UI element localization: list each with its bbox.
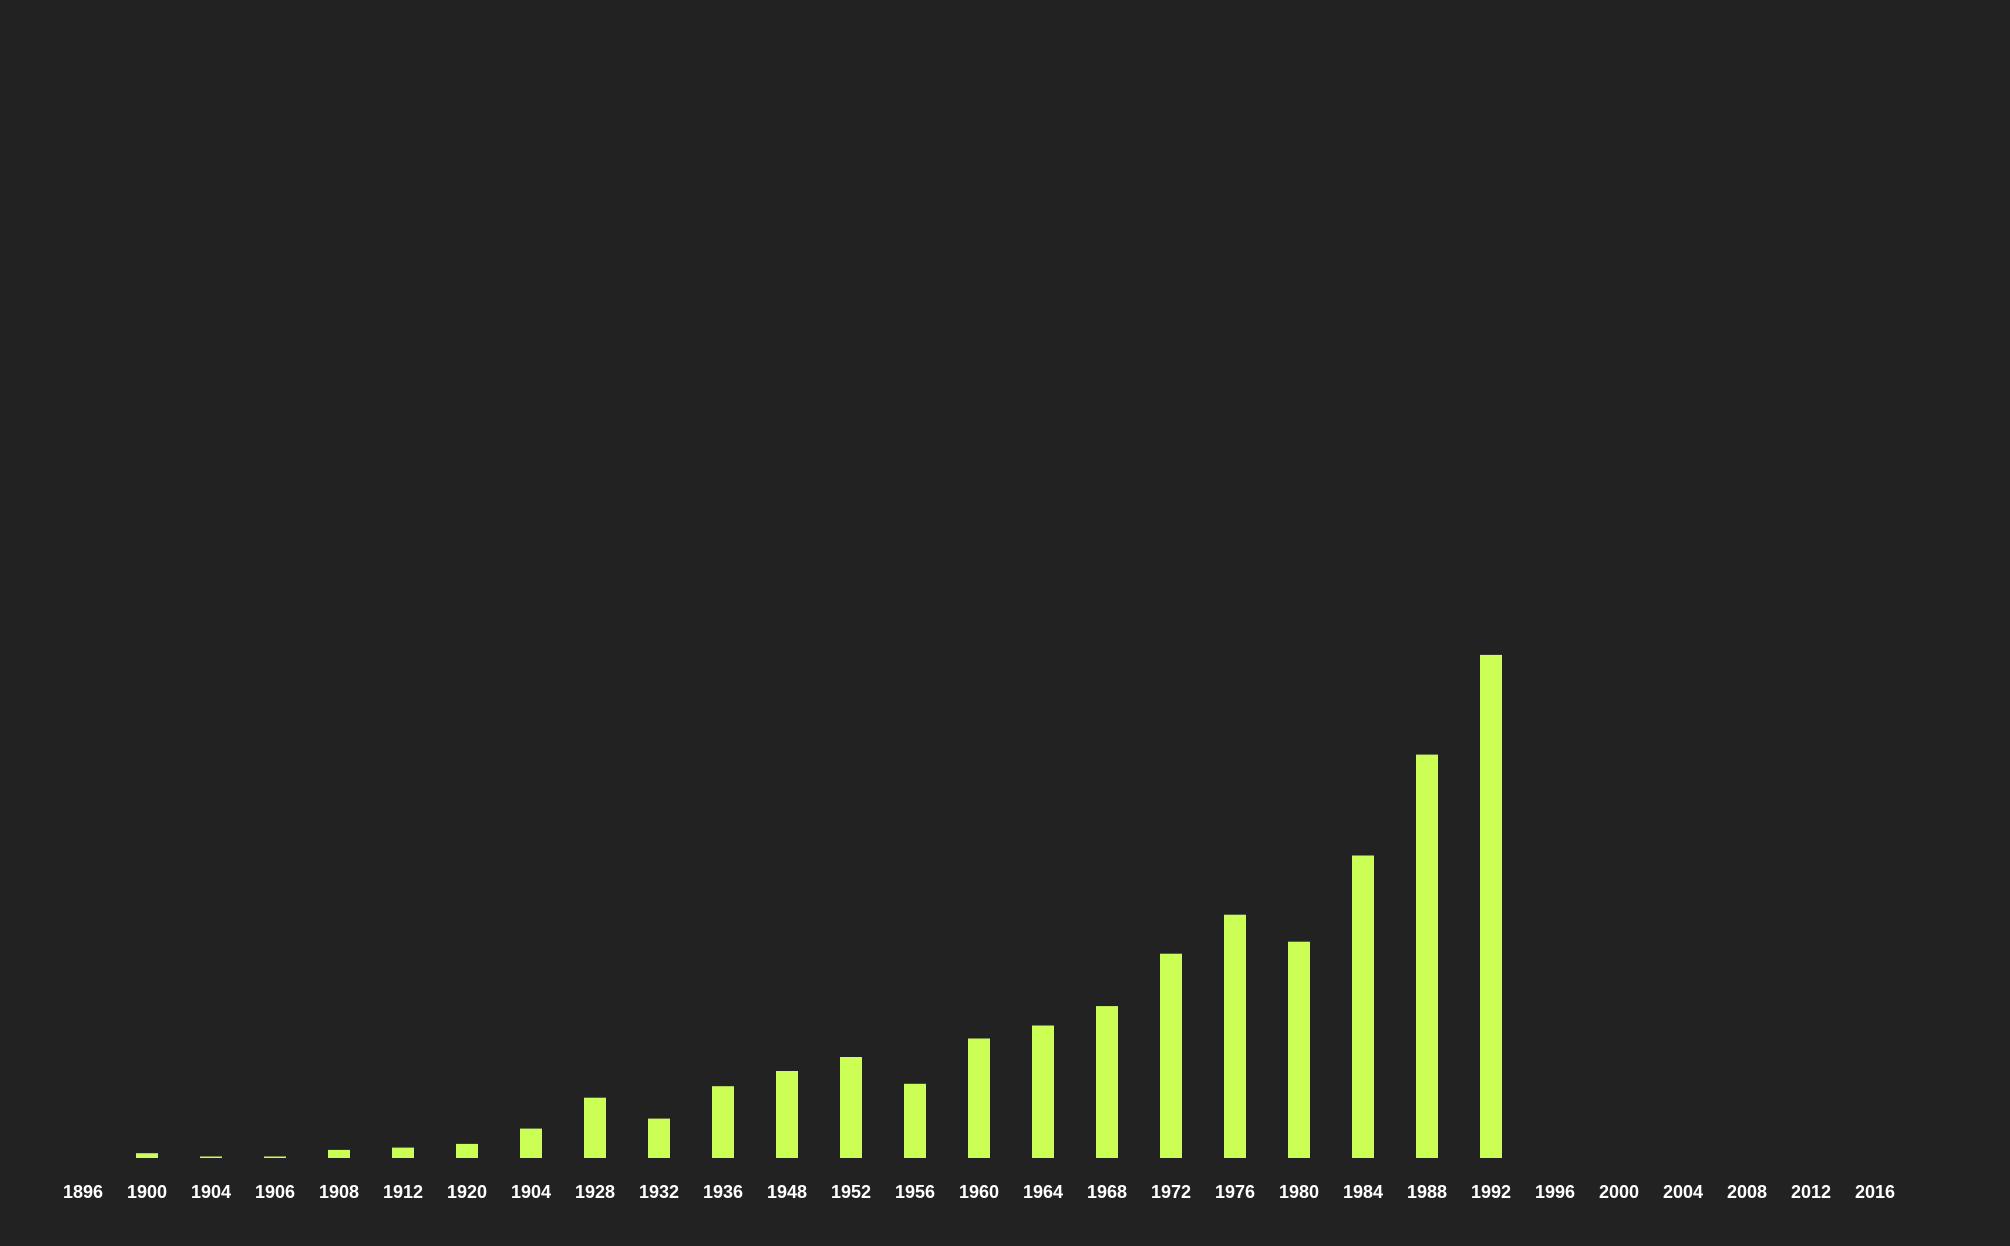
x-tick-label: 2000 (1599, 1182, 1639, 1202)
bar-1904-7 (520, 1128, 542, 1158)
x-tick-label: 1996 (1535, 1182, 1575, 1202)
bar-1972-17 (1160, 953, 1182, 1158)
x-tick-label: 2008 (1727, 1182, 1767, 1202)
bar-1952-12 (840, 1057, 862, 1158)
bar-1980-19 (1288, 941, 1310, 1158)
x-tick-label: 1904 (511, 1182, 551, 1202)
tick-labels-group: 1896 1900 1904 1906 1908 1912 1920 1904 1928 1932… (63, 1182, 1895, 1202)
bar-1906-3 (264, 1156, 286, 1158)
x-tick-label: 2012 (1791, 1182, 1831, 1202)
x-tick-label: 1932 (639, 1182, 679, 1202)
bar-1948-11 (776, 1071, 798, 1158)
x-tick-label: 1904 (191, 1182, 231, 1202)
x-tick-label: 1984 (1343, 1182, 1383, 1202)
bar-1964-15 (1032, 1025, 1054, 1158)
x-tick-label: 1992 (1471, 1182, 1511, 1202)
x-tick-label: 1908 (319, 1182, 359, 1202)
x-tick-label: 1920 (447, 1182, 487, 1202)
x-tick-label: 2016 (1855, 1182, 1895, 1202)
x-tick-label: 1896 (63, 1182, 103, 1202)
bar-1920-6 (456, 1143, 478, 1158)
x-tick-label: 1956 (895, 1182, 935, 1202)
x-tick-label: 1900 (127, 1182, 167, 1202)
x-tick-label: 1912 (383, 1182, 423, 1202)
bar-1912-5 (392, 1147, 414, 1158)
bar-1900-1 (136, 1153, 158, 1158)
bar-1936-10 (712, 1086, 734, 1158)
bar-1968-16 (1096, 1006, 1118, 1158)
x-tick-label: 1988 (1407, 1182, 1447, 1202)
x-tick-label: 1906 (255, 1182, 295, 1202)
x-tick-label: 1948 (767, 1182, 807, 1202)
x-tick-label: 1952 (831, 1182, 871, 1202)
x-tick-label: 1976 (1215, 1182, 1255, 1202)
x-tick-label: 1972 (1151, 1182, 1191, 1202)
bar-1904-2 (200, 1156, 222, 1158)
bar-1932-9 (648, 1118, 670, 1158)
bar-1908-4 (328, 1149, 350, 1158)
x-tick-label: 1964 (1023, 1182, 1063, 1202)
bars-group (136, 654, 1502, 1158)
x-tick-label: 1960 (959, 1182, 999, 1202)
bar-1984-20 (1352, 855, 1374, 1158)
bar-1976-18 (1224, 914, 1246, 1158)
bar-1928-8 (584, 1097, 606, 1158)
x-tick-label: 1936 (703, 1182, 743, 1202)
x-tick-label: 1980 (1279, 1182, 1319, 1202)
bar-1992-22 (1480, 654, 1502, 1158)
bar-1960-14 (968, 1038, 990, 1158)
bar-1988-21 (1416, 754, 1438, 1158)
x-tick-label: 1928 (575, 1182, 615, 1202)
x-tick-label: 2004 (1663, 1182, 1703, 1202)
bar-1956-13 (904, 1083, 926, 1158)
x-tick-label: 1968 (1087, 1182, 1127, 1202)
